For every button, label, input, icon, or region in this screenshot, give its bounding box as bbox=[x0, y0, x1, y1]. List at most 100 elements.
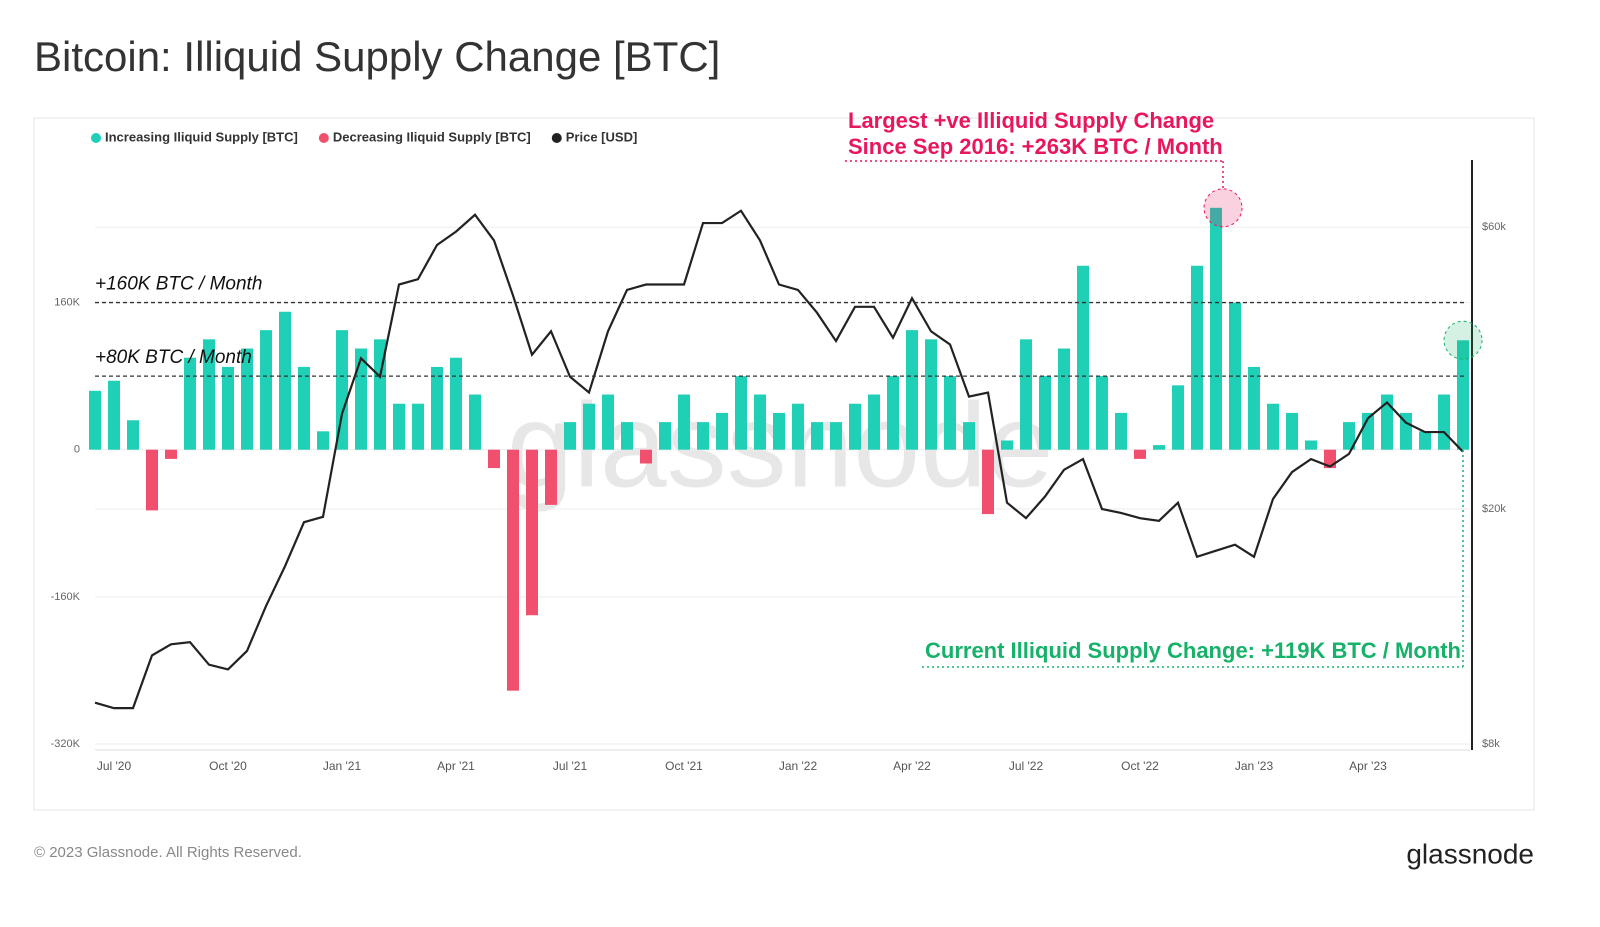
y-tick-label: -320K bbox=[51, 738, 81, 750]
bar bbox=[1305, 440, 1317, 450]
bar bbox=[944, 376, 956, 450]
bar bbox=[830, 422, 842, 450]
chart-title: Bitcoin: Illiquid Supply Change [BTC] bbox=[34, 33, 720, 80]
y-tick-label: -160K bbox=[51, 591, 81, 603]
bar bbox=[716, 412, 728, 450]
bar bbox=[488, 449, 500, 469]
bar bbox=[1153, 445, 1165, 450]
annotation-circle bbox=[1203, 188, 1243, 228]
bar bbox=[146, 449, 158, 511]
bar bbox=[450, 357, 462, 450]
bar bbox=[260, 330, 272, 450]
x-tick-label: Jan '21 bbox=[323, 759, 362, 773]
bar bbox=[393, 403, 405, 450]
bar bbox=[678, 394, 690, 450]
bar bbox=[640, 449, 652, 464]
bar bbox=[1248, 366, 1260, 450]
bar bbox=[1172, 385, 1184, 450]
x-tick-label: Jul '22 bbox=[1009, 759, 1044, 773]
bar bbox=[1058, 348, 1070, 450]
bar bbox=[89, 390, 101, 450]
bar bbox=[982, 449, 994, 515]
x-tick-label: Apr '22 bbox=[893, 759, 931, 773]
reference-label: +160K BTC / Month bbox=[95, 274, 262, 295]
legend-marker bbox=[91, 133, 101, 143]
bar bbox=[1267, 403, 1279, 450]
annotation-peak: Since Sep 2016: +263K BTC / Month bbox=[848, 134, 1223, 159]
x-tick-label: Jul '21 bbox=[553, 759, 588, 773]
bar bbox=[1210, 207, 1222, 450]
bar bbox=[203, 339, 215, 450]
bar bbox=[165, 449, 177, 459]
bar bbox=[583, 403, 595, 450]
bar bbox=[925, 339, 937, 450]
chart-frame bbox=[33, 117, 1535, 811]
bar bbox=[298, 366, 310, 450]
x-tick-label: Jan '22 bbox=[779, 759, 818, 773]
bar bbox=[868, 394, 880, 450]
bar bbox=[526, 449, 538, 616]
y-tick-label: 160K bbox=[54, 296, 80, 308]
x-tick-label: Jan '23 bbox=[1235, 759, 1274, 773]
bar bbox=[1381, 394, 1393, 450]
bar bbox=[355, 348, 367, 450]
bar bbox=[1191, 265, 1203, 450]
bar bbox=[469, 394, 481, 450]
bar bbox=[887, 376, 899, 450]
y-tick-label: 0 bbox=[74, 444, 80, 456]
bar bbox=[431, 366, 443, 450]
bar bbox=[1419, 431, 1431, 450]
bar bbox=[545, 449, 557, 505]
bar bbox=[963, 422, 975, 450]
bar bbox=[735, 376, 747, 450]
x-tick-label: Oct '22 bbox=[1121, 759, 1159, 773]
bar bbox=[1115, 412, 1127, 450]
bar bbox=[1020, 339, 1032, 450]
legend-label: Increasing Iliquid Supply [BTC] bbox=[105, 129, 298, 144]
bar bbox=[602, 394, 614, 450]
bar bbox=[108, 380, 120, 450]
y2-tick-label: $8k bbox=[1482, 738, 1500, 750]
bar bbox=[1077, 265, 1089, 450]
bar bbox=[1438, 394, 1450, 450]
bar bbox=[1096, 376, 1108, 450]
bar bbox=[127, 420, 139, 450]
bar bbox=[1039, 376, 1051, 450]
annotation-circle bbox=[1443, 320, 1483, 360]
legend-label: Decreasing Iliquid Supply [BTC] bbox=[333, 129, 531, 144]
bar bbox=[811, 422, 823, 450]
price-line bbox=[94, 209, 1464, 710]
bar bbox=[792, 403, 804, 450]
y2-tick-label: $60k bbox=[1482, 221, 1506, 233]
x-tick-label: Apr '23 bbox=[1349, 759, 1387, 773]
copyright: © 2023 Glassnode. All Rights Reserved. bbox=[34, 844, 302, 861]
bar bbox=[1001, 440, 1013, 450]
bar bbox=[621, 422, 633, 450]
bar bbox=[564, 422, 576, 450]
legend-marker bbox=[318, 133, 329, 143]
annotation-peak: Largest +ve Illiquid Supply Change bbox=[848, 108, 1214, 133]
bar bbox=[754, 394, 766, 450]
bar bbox=[1400, 412, 1412, 450]
x-tick-label: Oct '20 bbox=[209, 759, 247, 773]
bar bbox=[241, 348, 253, 450]
bar bbox=[1134, 449, 1146, 459]
reference-label: +80K BTC / Month bbox=[95, 347, 252, 368]
bar bbox=[412, 403, 424, 450]
bar bbox=[1229, 302, 1241, 450]
bar bbox=[317, 431, 329, 450]
brand: glassnode bbox=[1406, 838, 1534, 869]
bar bbox=[279, 311, 291, 450]
bar bbox=[336, 330, 348, 450]
x-tick-label: Oct '21 bbox=[665, 759, 703, 773]
bar bbox=[507, 449, 519, 691]
x-tick-label: Jul '20 bbox=[97, 759, 132, 773]
x-tick-label: Apr '21 bbox=[437, 759, 475, 773]
bar bbox=[697, 422, 709, 450]
bar bbox=[184, 357, 196, 450]
bar bbox=[773, 412, 785, 450]
bar bbox=[222, 366, 234, 450]
bar bbox=[849, 403, 861, 450]
